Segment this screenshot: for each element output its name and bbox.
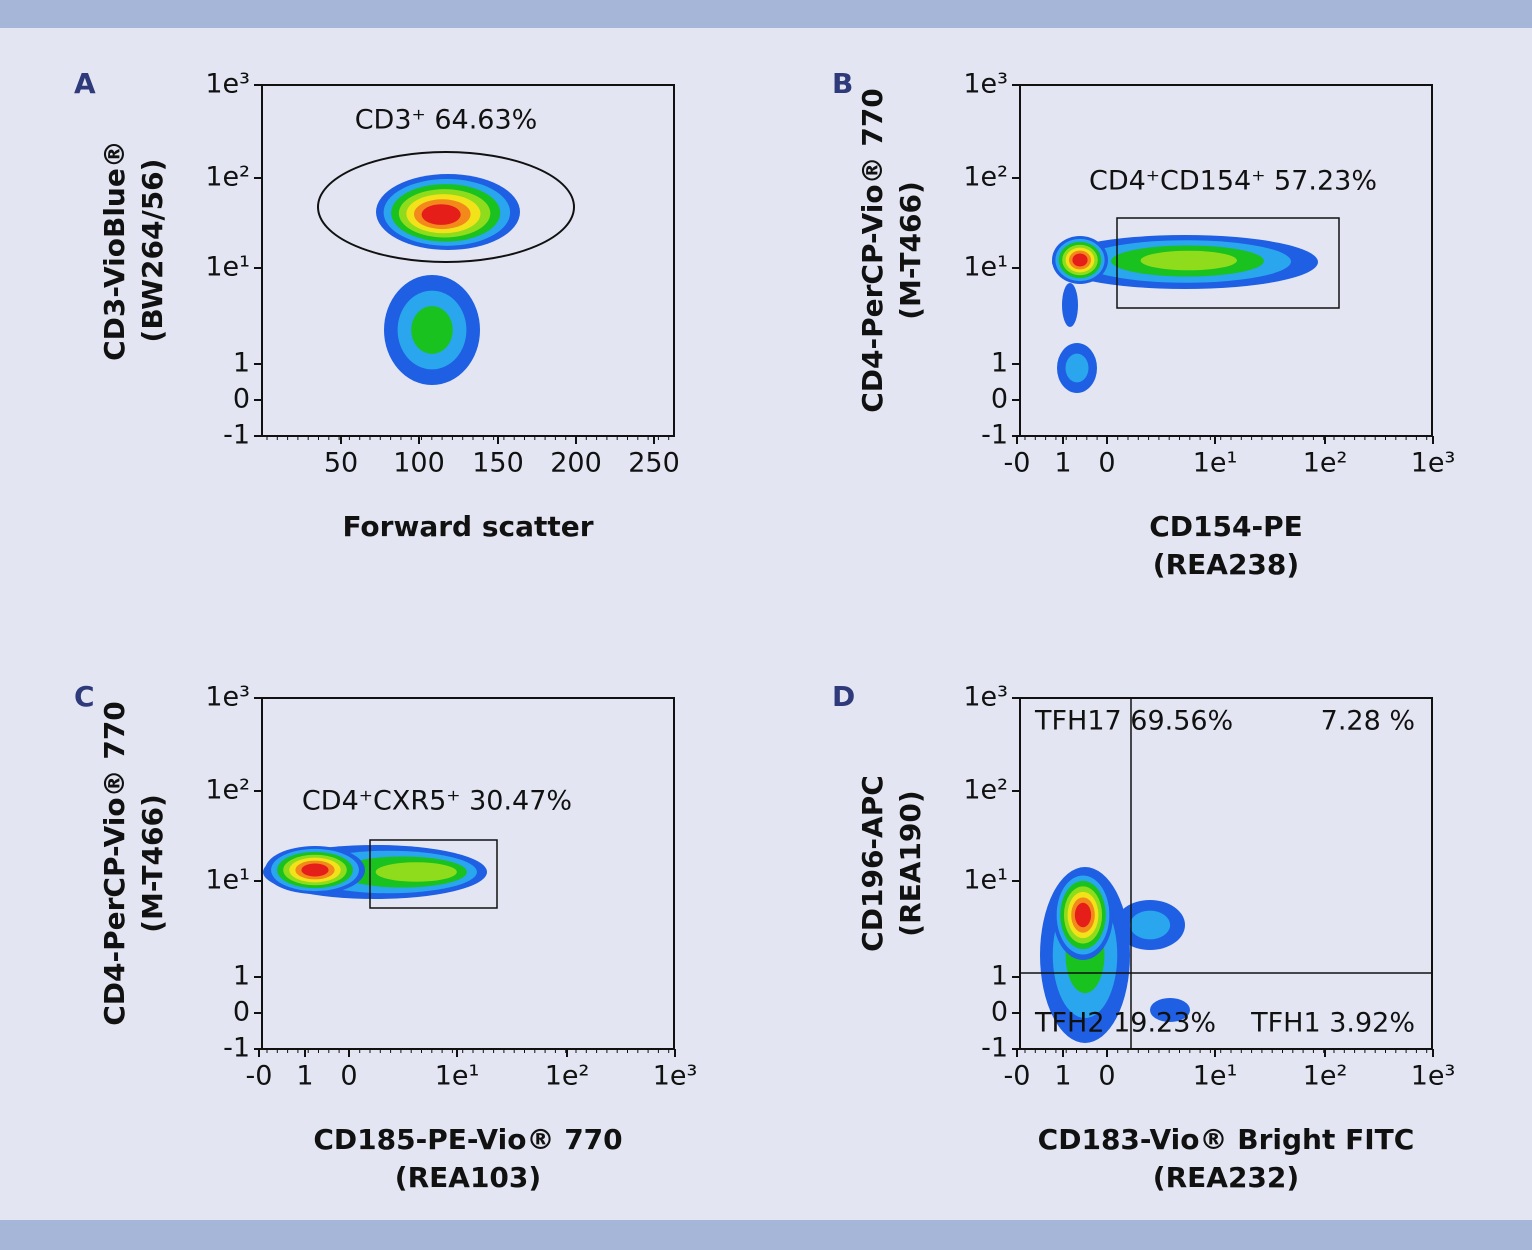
y-axis-label: (M-T466) <box>136 794 169 933</box>
density-blob <box>1072 253 1088 267</box>
density-blob <box>421 204 461 225</box>
panel-letter: C <box>74 680 95 713</box>
x-tick-label: 1 <box>1054 448 1071 479</box>
y-tick-label: 1e³ <box>205 682 250 713</box>
panel-letter: B <box>832 67 853 100</box>
x-tick-label: -0 <box>1004 1061 1031 1092</box>
y-tick-label: 0 <box>991 997 1008 1028</box>
y-axis-label: (BW264/56) <box>136 159 169 343</box>
x-tick-label: 1e¹ <box>1193 1061 1238 1092</box>
x-axis-label: CD183-Vio® Bright FITC <box>1038 1123 1415 1156</box>
x-tick-label: -0 <box>1004 448 1031 479</box>
density-blob <box>375 862 457 882</box>
y-tick-label: 1 <box>991 348 1008 379</box>
bottom-band <box>0 1220 1532 1250</box>
x-tick-label: -0 <box>246 1061 273 1092</box>
y-tick-label: 1 <box>233 348 250 379</box>
gate-label: CD3⁺ 64.63% <box>355 105 538 136</box>
gate-label: TFH17 69.56% <box>1034 706 1233 737</box>
x-axis-label: Forward scatter <box>342 510 593 543</box>
y-tick-label: 1 <box>233 961 250 992</box>
x-tick-label: 0 <box>1098 1061 1115 1092</box>
panel-letter: D <box>832 680 855 713</box>
x-tick-label: 1e² <box>545 1061 590 1092</box>
x-tick-label: 1e¹ <box>1193 448 1238 479</box>
gate-label: TFH2 19.23% <box>1034 1008 1216 1039</box>
y-tick-label: 1e¹ <box>963 252 1008 283</box>
x-axis-label: CD185-PE-Vio® 770 <box>313 1123 622 1156</box>
y-tick-label: 1e¹ <box>963 865 1008 896</box>
gate <box>1116 217 1340 309</box>
x-tick-label: 1e³ <box>1411 448 1456 479</box>
y-tick-label: 1e² <box>963 162 1008 193</box>
y-tick-label: 1e² <box>205 162 250 193</box>
y-tick-label: 1e³ <box>205 69 250 100</box>
x-axis-label: (REA232) <box>1153 1161 1299 1194</box>
x-axis-label: CD154-PE <box>1149 510 1303 543</box>
y-tick-label: 0 <box>233 384 250 415</box>
y-tick-label: 1e³ <box>963 682 1008 713</box>
gate-label: CD4⁺CD154⁺ 57.23% <box>1089 166 1377 197</box>
x-tick-label: 200 <box>550 448 602 479</box>
x-tick-label: 1 <box>1054 1061 1071 1092</box>
x-tick-label: 150 <box>472 448 524 479</box>
gate-label: CD4⁺CXR5⁺ 30.47% <box>302 786 572 817</box>
density-blob <box>301 863 329 877</box>
y-axis-label: (M-T466) <box>894 181 927 320</box>
density-blob <box>1062 283 1078 327</box>
gate-label: TFH1 3.92% <box>1250 1008 1415 1039</box>
y-tick-label: 1e² <box>963 775 1008 806</box>
y-tick-label: 1 <box>991 961 1008 992</box>
plot-frame <box>261 697 675 1050</box>
y-axis-label: (REA190) <box>894 790 927 936</box>
x-axis-label: (REA103) <box>395 1161 541 1194</box>
x-tick-label: 250 <box>628 448 680 479</box>
y-tick-label: -1 <box>223 1033 250 1064</box>
density-blob <box>1129 910 1171 940</box>
y-tick-label: -1 <box>981 1033 1008 1064</box>
y-tick-label: -1 <box>223 420 250 451</box>
x-tick-label: 100 <box>393 448 445 479</box>
density-blob <box>1065 353 1089 383</box>
density-blob <box>411 306 453 354</box>
gate <box>369 839 498 909</box>
y-axis-label: CD196-APC <box>856 775 889 952</box>
density-blob <box>1140 250 1237 271</box>
y-tick-label: 1e² <box>205 775 250 806</box>
plot-frame <box>261 84 675 437</box>
x-tick-label: 50 <box>324 448 358 479</box>
density-blob <box>1074 902 1092 928</box>
y-axis-label: CD4-PerCP-Vio® 770 <box>856 88 889 413</box>
x-tick-label: 0 <box>1098 448 1115 479</box>
x-tick-label: 1e² <box>1303 448 1348 479</box>
y-axis-label: CD4-PerCP-Vio® 770 <box>98 701 131 1026</box>
y-tick-label: 0 <box>233 997 250 1028</box>
plot-frame <box>1019 697 1433 1050</box>
gate <box>317 151 575 263</box>
x-axis-label: (REA238) <box>1153 548 1299 581</box>
y-tick-label: 1e¹ <box>205 252 250 283</box>
x-tick-label: 1e³ <box>1411 1061 1456 1092</box>
density-blob <box>1150 998 1190 1022</box>
x-tick-label: 1 <box>296 1061 313 1092</box>
y-tick-label: 1e³ <box>963 69 1008 100</box>
y-tick-label: -1 <box>981 420 1008 451</box>
x-tick-label: 1e³ <box>653 1061 698 1092</box>
gate-label: 7.28 % <box>1321 706 1415 737</box>
y-tick-label: 1e¹ <box>205 865 250 896</box>
x-tick-label: 1e² <box>1303 1061 1348 1092</box>
y-axis-label: CD3-VioBlue® <box>98 140 131 361</box>
plot-frame <box>1019 84 1433 437</box>
panel-letter: A <box>74 67 96 100</box>
top-band <box>0 0 1532 28</box>
x-tick-label: 0 <box>340 1061 357 1092</box>
x-tick-label: 1e¹ <box>435 1061 480 1092</box>
y-tick-label: 0 <box>991 384 1008 415</box>
